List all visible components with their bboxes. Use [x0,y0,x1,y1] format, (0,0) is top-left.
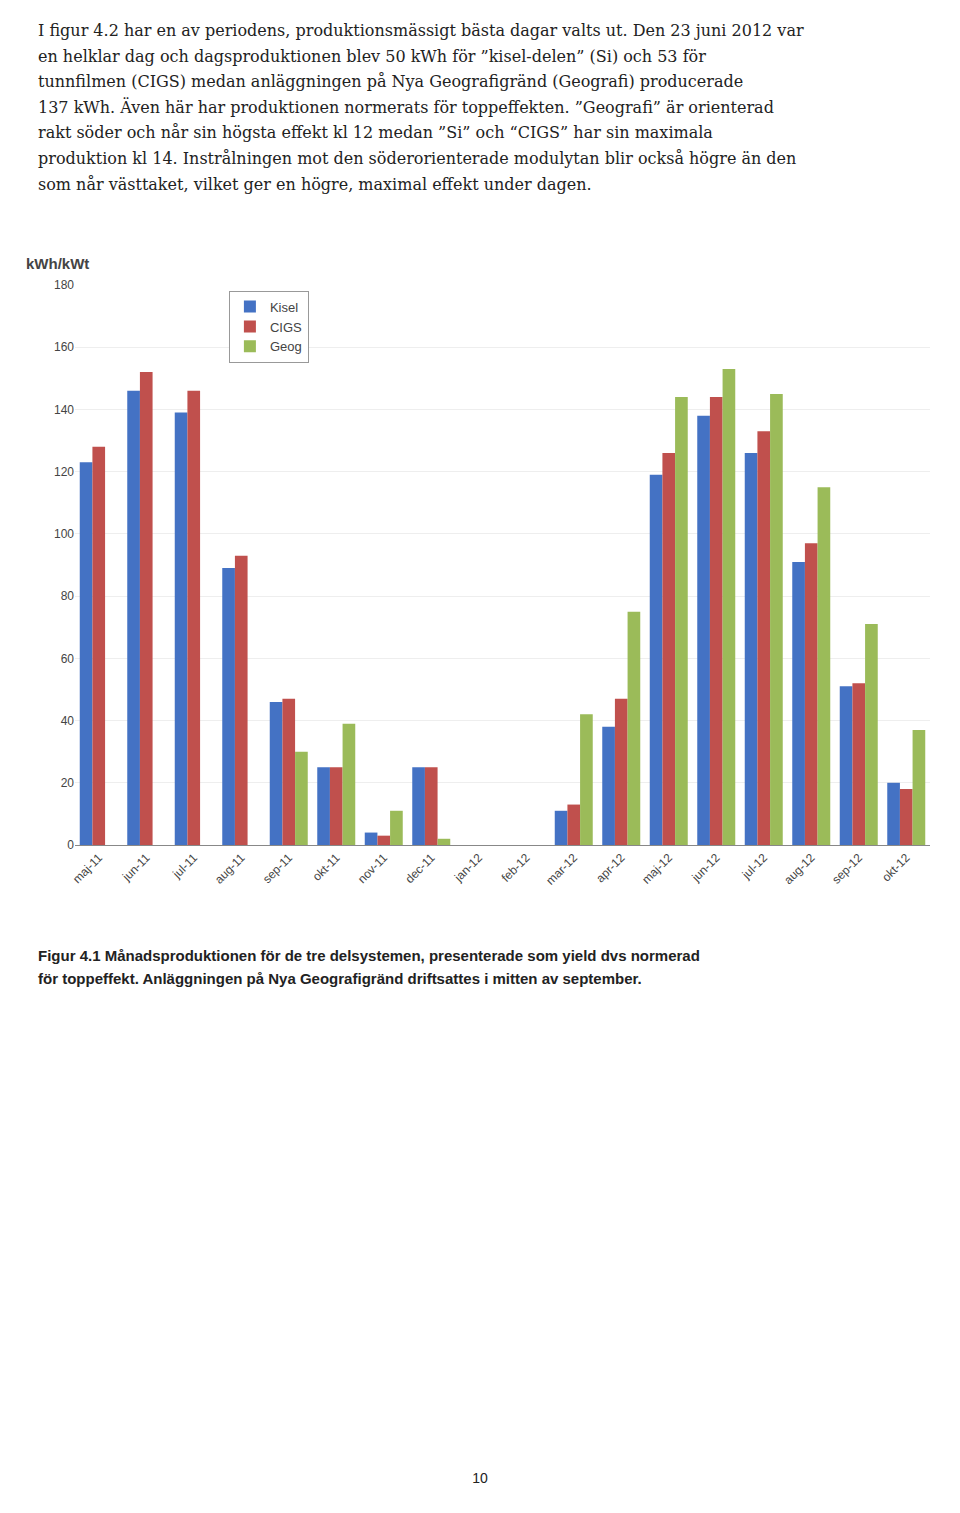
html-text:Figur 4.1 Månadsproduktionen f: Figur 4.1 Månadsproduktionen för de tre … [38,947,700,987]
svg-text:nov-11: nov-11 [355,851,390,886]
svg-text:aug-12: aug-12 [781,851,818,888]
svg-text:sep-11: sep-11 [260,851,295,886]
svg-text:20: 20 [61,776,75,790]
svg-text:0: 0 [67,838,74,852]
svg-text:100: 100 [54,527,74,541]
svg-text:140: 140 [54,403,74,417]
svg-text:180: 180 [54,278,74,292]
svg-text:jun-11: jun-11 [119,851,153,885]
svg-text:jun-12: jun-12 [688,851,722,885]
svg-text:jul-12: jul-12 [739,851,771,883]
svg-text:kWh/kWt: kWh/kWt [26,255,89,272]
svg-text:maj-12: maj-12 [639,851,675,887]
svg-text:CIGS: CIGS [270,320,302,335]
svg-text:dec-11: dec-11 [402,851,437,886]
svg-text:80: 80 [61,589,75,603]
svg-text:mar-12: mar-12 [543,851,580,888]
html-text:I figur 4.2 har en av perioden: I figur 4.2 har en av periodens, produkt… [38,21,804,194]
svg-text:jul-11: jul-11 [169,851,200,882]
svg-text:maj-11: maj-11 [70,851,105,886]
svg-text:feb-12: feb-12 [499,851,533,885]
svg-text:apr-12: apr-12 [593,851,628,886]
svg-text:60: 60 [61,652,75,666]
html-text:10: 10 [472,1470,488,1486]
svg-text:okt-11: okt-11 [310,851,343,884]
svg-text:120: 120 [54,465,74,479]
svg-text:160: 160 [54,340,74,354]
svg-text:40: 40 [61,714,75,728]
svg-text:jan-12: jan-12 [451,851,485,885]
svg-text:okt-12: okt-12 [879,851,913,885]
svg-text:Kisel: Kisel [270,300,298,315]
svg-text:sep-12: sep-12 [829,851,865,887]
svg-text:Geog: Geog [270,339,302,354]
svg-text:aug-11: aug-11 [212,851,248,887]
